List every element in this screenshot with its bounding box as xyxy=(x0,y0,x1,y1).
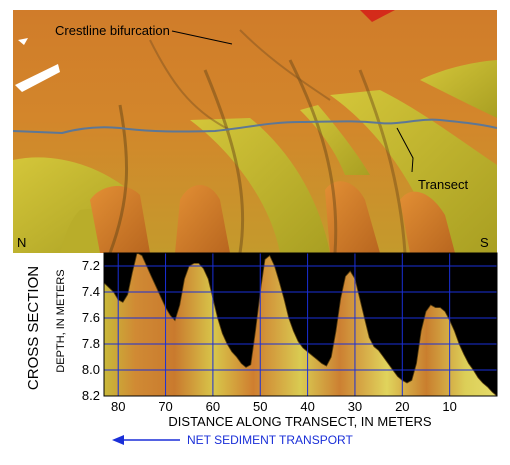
x-tick-label: 70 xyxy=(158,399,172,414)
net-sediment-transport-label: NET SEDIMENT TRANSPORT xyxy=(187,433,353,447)
transect-label: Transect xyxy=(418,177,468,192)
x-tick-label: 60 xyxy=(206,399,220,414)
crestline-bifurcation-label: Crestline bifurcation xyxy=(55,23,170,38)
x-axis-label: DISTANCE ALONG TRANSECT, IN METERS xyxy=(168,414,432,429)
depth-profile-area xyxy=(104,253,497,396)
y-tick-label: 8.0 xyxy=(82,362,100,377)
x-tick-label: 80 xyxy=(111,399,125,414)
cross-section-side-title: CROSS SECTION xyxy=(25,266,42,390)
y-tick-label: 7.8 xyxy=(82,336,100,351)
net-sediment-transport-arrow xyxy=(112,435,180,445)
y-axis-label: DEPTH, IN METERS xyxy=(55,269,67,372)
cross-section-plot xyxy=(104,253,497,396)
transect-line xyxy=(13,118,497,135)
x-tick-label: 20 xyxy=(395,399,409,414)
terrain-panel: Crestline bifurcation Transect N S xyxy=(13,10,497,253)
south-label: S xyxy=(480,235,489,250)
y-tick-label: 8.2 xyxy=(82,388,100,403)
y-tick-label: 7.2 xyxy=(82,258,100,273)
y-tick-label: 7.6 xyxy=(82,310,100,325)
x-tick-label: 30 xyxy=(348,399,362,414)
cross-section-axes: 80 70 60 50 40 30 20 10 7.2 7.4 7.6 7.8 8.0 8.2 xyxy=(82,252,498,414)
depth-profile-line xyxy=(104,253,497,396)
north-label: N xyxy=(17,235,26,250)
x-tick-label: 10 xyxy=(442,399,456,414)
y-tick-label: 7.4 xyxy=(82,284,100,299)
x-tick-label: 50 xyxy=(253,399,267,414)
x-tick-label: 40 xyxy=(300,399,314,414)
plot-frame xyxy=(103,252,498,397)
